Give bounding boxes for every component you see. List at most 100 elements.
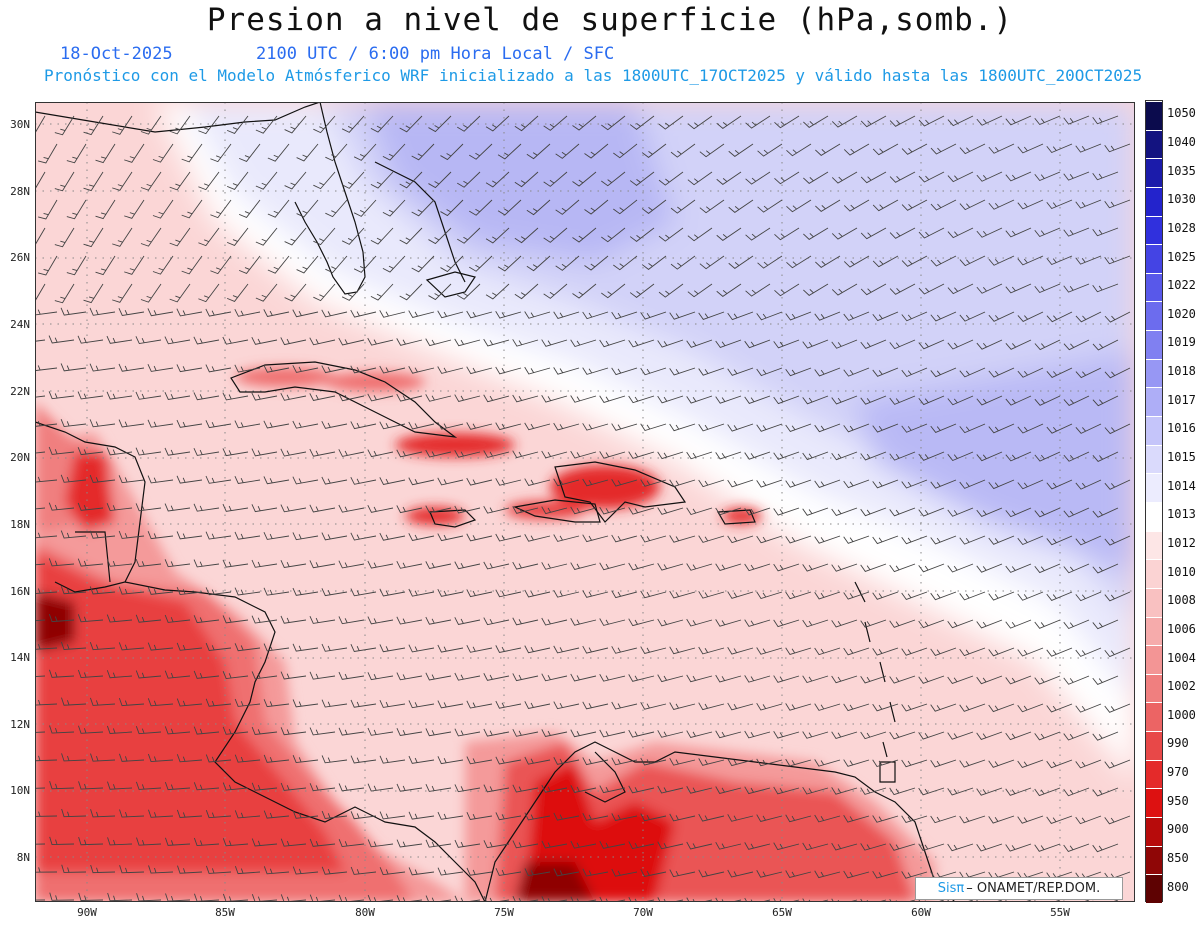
lon-label: 75W (494, 906, 514, 919)
wind-barb (425, 338, 452, 347)
wind-barb (613, 143, 638, 159)
wind-barb (284, 171, 307, 190)
wind-barb (555, 199, 580, 215)
wind-barb (222, 726, 249, 735)
wind-barb (1063, 563, 1090, 574)
wind-barb (164, 559, 191, 568)
wind-barb (60, 307, 87, 316)
wind-barb (901, 703, 928, 712)
wind-barb (78, 725, 104, 734)
wind-barb (686, 786, 713, 794)
wind-barb (524, 422, 551, 431)
wind-barb (773, 731, 800, 739)
wind-barb (802, 507, 829, 516)
wind-barb (785, 647, 812, 655)
wind-barb (396, 728, 423, 737)
wind-barb (1104, 143, 1131, 153)
wind-barb (555, 255, 580, 271)
wind-barb (164, 392, 191, 400)
wind-barb (425, 616, 452, 625)
wind-barb (1104, 255, 1131, 265)
wind-barb (582, 701, 609, 710)
wind-barb (48, 335, 75, 344)
wind-barb (48, 613, 75, 623)
wind-barb (901, 199, 928, 211)
wind-barb (89, 642, 116, 651)
wind-barb (497, 255, 522, 272)
wind-barb (872, 591, 899, 600)
lat-label: 18N (10, 518, 30, 531)
wind-barb (112, 115, 133, 135)
wind-barb (60, 586, 87, 595)
wind-barb (803, 171, 829, 184)
wind-barb (205, 698, 232, 707)
wind-barb (744, 507, 771, 516)
colorbar-swatch (1146, 358, 1162, 388)
wind-barb (1005, 619, 1032, 629)
wind-barb (543, 115, 568, 131)
wind-barb (613, 199, 638, 215)
wind-barb (338, 838, 365, 848)
wind-barb (176, 419, 203, 428)
wind-barb (89, 363, 116, 372)
wind-barb (251, 838, 278, 847)
wind-barb (210, 143, 232, 163)
wind-barb (786, 199, 812, 213)
wind-barb (1104, 367, 1131, 379)
wind-barb (640, 367, 667, 376)
wind-barb (1075, 591, 1102, 602)
wind-barb (582, 757, 609, 766)
wind-barb (514, 283, 539, 300)
colorbar-swatch (1146, 416, 1162, 445)
wind-barb (611, 646, 638, 654)
wind-barb (988, 423, 1015, 434)
wind-barb (745, 115, 771, 129)
wind-barb (715, 730, 742, 739)
wind-barb (657, 395, 684, 404)
wind-barb (947, 731, 974, 740)
wind-barb (773, 339, 800, 349)
wind-barb (687, 283, 713, 298)
wind-barb (901, 591, 928, 601)
wind-barb (553, 589, 580, 598)
wind-barb (744, 619, 771, 627)
wind-barb (35, 731, 46, 733)
wind-barb (226, 115, 249, 134)
wind-barb (176, 642, 203, 651)
wind-barb (988, 143, 1015, 154)
wind-barb (918, 507, 945, 517)
wind-barb (292, 476, 319, 485)
high-pressure-area (155, 102, 1135, 782)
wind-barb (715, 563, 742, 571)
wind-barb (814, 535, 841, 544)
wind-barb (437, 867, 464, 876)
wind-barb (512, 450, 539, 459)
wind-barb (640, 869, 667, 877)
wind-barb (601, 227, 626, 243)
wind-barb (38, 199, 58, 220)
wind-barb (745, 227, 771, 241)
wind-barb (379, 310, 406, 318)
wind-barb (350, 644, 377, 652)
wind-barb (831, 563, 858, 572)
wind-barb (640, 479, 667, 487)
wind-barb (177, 865, 203, 874)
colorbar-label: 1025 (1167, 249, 1196, 264)
wind-barb (1034, 731, 1061, 741)
wind-barb (727, 591, 754, 599)
wind-barb (1046, 367, 1073, 378)
wind-barb (280, 671, 307, 680)
wind-barb (959, 255, 986, 267)
wind-barb (512, 673, 539, 682)
wind-barb (399, 115, 423, 133)
wind-barb (469, 255, 493, 272)
wind-barb (872, 311, 899, 322)
colorbar-swatch (1146, 759, 1162, 789)
wind-barb (370, 171, 394, 189)
wind-barb (599, 562, 626, 571)
wind-barb (988, 367, 1015, 378)
wind-barb (1063, 339, 1090, 351)
wind-barb (727, 311, 754, 321)
wind-barb (843, 759, 870, 767)
colorbar-swatch (1146, 186, 1162, 216)
